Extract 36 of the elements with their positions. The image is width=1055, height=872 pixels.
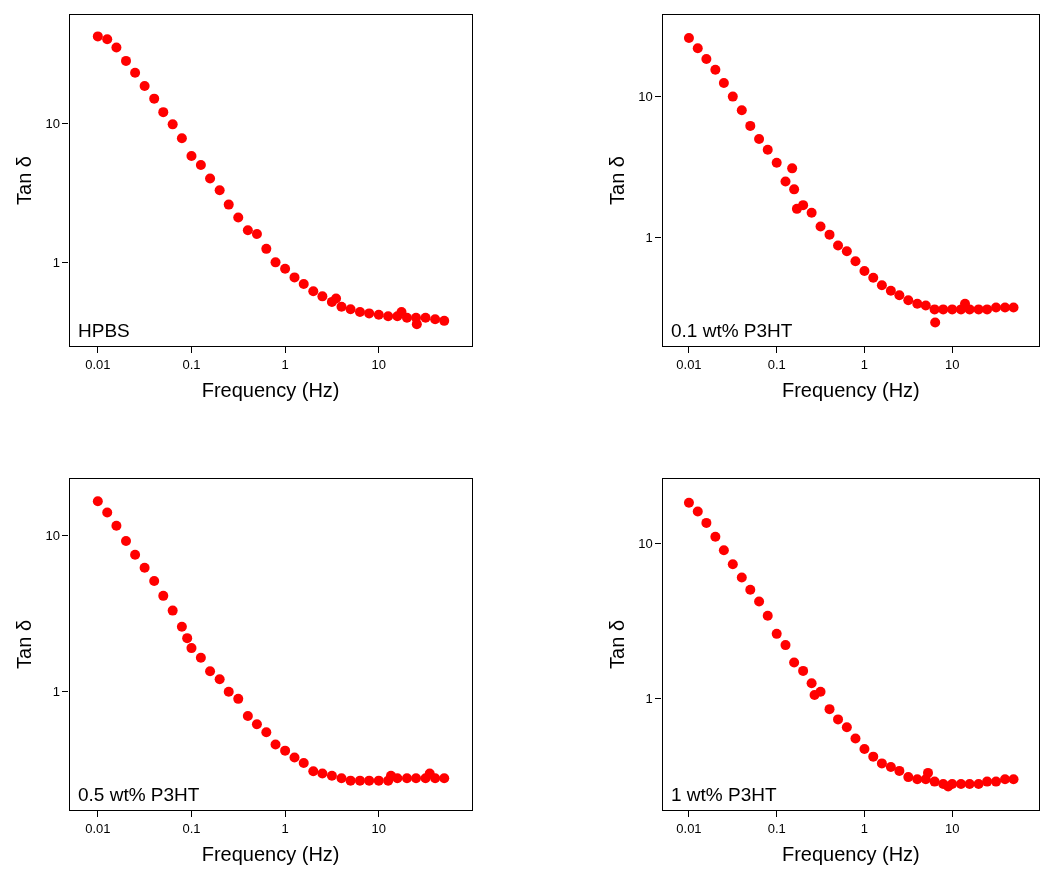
y-tick-label: 1 xyxy=(52,254,60,270)
x-tick-label: 1 xyxy=(281,820,289,836)
y-tick-label: 10 xyxy=(638,535,653,551)
x-tick-label: 1 xyxy=(860,356,869,372)
x-tick-label: 0.01 xyxy=(676,356,702,372)
y-tick-label: 10 xyxy=(638,89,653,105)
x-tick-label: 0.1 xyxy=(767,356,786,372)
x-tick-label: 1 xyxy=(860,820,869,836)
y-tick-label: 10 xyxy=(45,527,60,543)
y-axis-title: Tan δ xyxy=(12,156,35,205)
x-tick-label: 0.1 xyxy=(182,356,201,372)
x-axis-title: Frequency (Hz) xyxy=(781,843,920,866)
y-tick-label: 1 xyxy=(52,684,60,700)
y-axis-title: Tan δ xyxy=(605,619,628,669)
x-tick-label: 0.01 xyxy=(85,356,111,372)
x-tick-label: 10 xyxy=(944,356,960,372)
y-axis-title: Tan δ xyxy=(12,619,35,669)
x-tick-label: 1 xyxy=(281,356,289,372)
x-tick-label: 10 xyxy=(371,820,386,836)
annotation: 0.5 wt% P3HT xyxy=(78,784,200,805)
y-tick-label: 10 xyxy=(45,115,60,131)
y-tick-label: 1 xyxy=(645,690,653,706)
x-tick-label: 0.01 xyxy=(85,820,111,836)
y-tick-label: 1 xyxy=(645,230,653,246)
annotation: 1 wt% P3HT xyxy=(671,784,777,805)
y-axis-title: Tan δ xyxy=(605,156,628,205)
x-tick-label: 0.1 xyxy=(767,820,786,836)
x-axis-title: Frequency (Hz) xyxy=(201,843,340,866)
x-tick-label: 10 xyxy=(944,820,960,836)
annotation: HPBS xyxy=(78,320,130,341)
x-tick-label: 0.1 xyxy=(182,820,201,836)
annotation: 0.1 wt% P3HT xyxy=(671,320,793,341)
x-tick-label: 0.01 xyxy=(676,820,702,836)
x-axis-title: Frequency (Hz) xyxy=(201,379,340,402)
x-tick-label: 10 xyxy=(371,356,386,372)
x-axis-title: Frequency (Hz) xyxy=(781,379,920,402)
